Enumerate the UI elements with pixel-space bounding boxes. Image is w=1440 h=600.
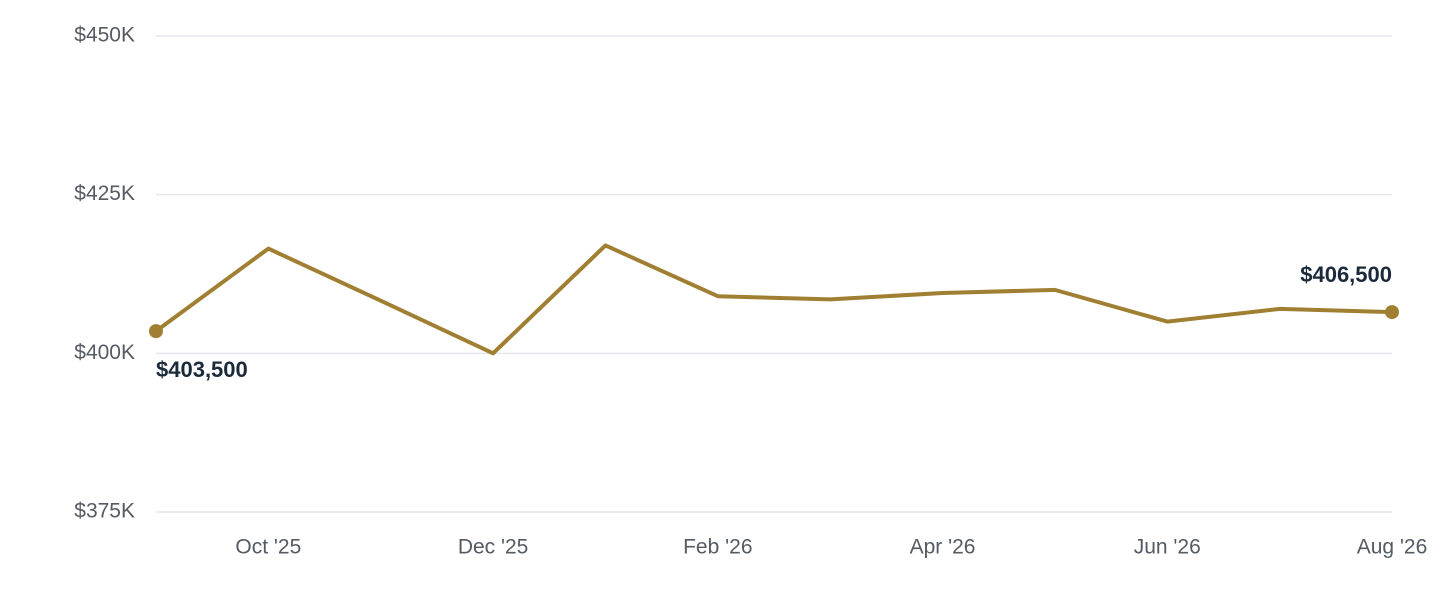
y-tick-label: $375K (74, 500, 135, 523)
y-tick-label: $425K (74, 182, 135, 205)
point (1385, 305, 1399, 320)
x-tick-label: Aug '26 (1357, 536, 1428, 559)
x-tick-label: Dec '25 (458, 536, 529, 559)
x-tick-label: Oct '25 (235, 536, 301, 559)
y-tick-label: $450K (74, 24, 135, 47)
point (149, 324, 163, 339)
value-label: $403,500 (156, 357, 248, 382)
x-tick-label: Feb '26 (683, 536, 752, 559)
y-tick-label: $400K (74, 341, 135, 364)
line (154, 243, 1393, 356)
value-label: $406,500 (1300, 262, 1392, 287)
x-tick-label: Apr '26 (910, 536, 976, 559)
x-tick-label: Jun '26 (1134, 536, 1201, 559)
